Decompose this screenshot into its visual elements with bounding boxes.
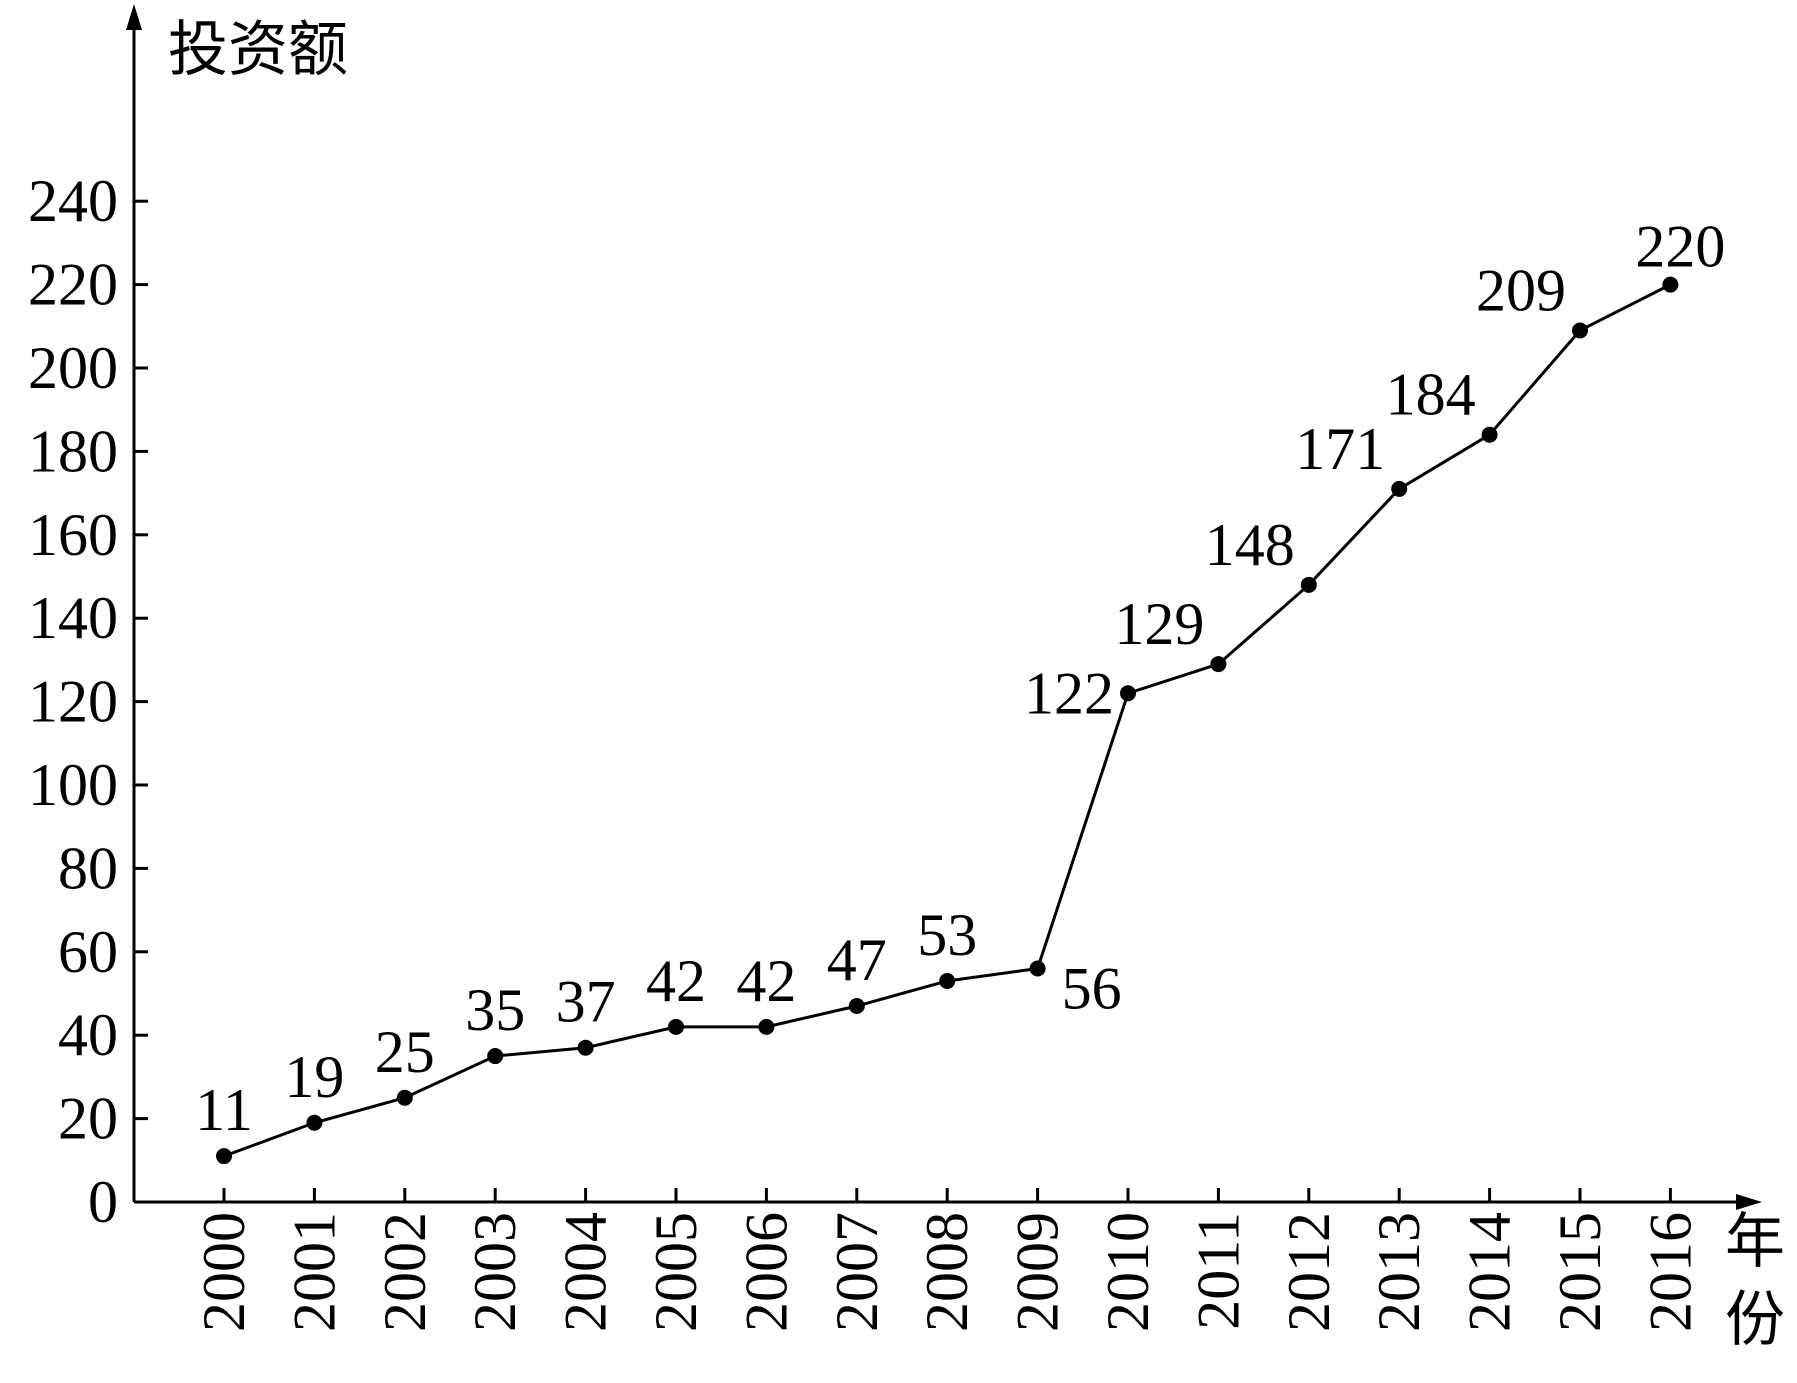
data-label: 42 (646, 948, 706, 1014)
series (216, 276, 1679, 1165)
y-tick-label: 200 (28, 335, 118, 401)
data-point (758, 1018, 775, 1035)
x-tick-label: 2000 (191, 1212, 257, 1332)
data-label: 184 (1386, 362, 1476, 428)
data-point (1572, 322, 1588, 339)
data-point (1481, 426, 1498, 443)
x-axis-arrow (1736, 1194, 1762, 1210)
data-label: 19 (284, 1044, 344, 1110)
axes (126, 4, 1762, 1210)
y-axis-title: 投资额 (168, 15, 348, 85)
x-tick-label: 2002 (372, 1212, 438, 1332)
y-tick-label: 120 (28, 669, 118, 735)
x-tick-label: 2007 (824, 1212, 890, 1332)
x-tick-label: 2008 (914, 1212, 980, 1332)
data-point (306, 1114, 323, 1131)
data-label: 122 (1024, 660, 1114, 726)
data-point (396, 1089, 413, 1106)
data-label: 11 (195, 1077, 253, 1143)
data-point (939, 972, 956, 989)
data-point (848, 998, 865, 1015)
data-point (1120, 685, 1136, 702)
y-tick-label: 60 (58, 919, 118, 985)
data-point (1300, 576, 1317, 593)
data-label: 25 (375, 1019, 435, 1085)
x-tick-label: 2011 (1185, 1212, 1251, 1330)
x-axis-title-char: 年 (1725, 1207, 1785, 1277)
x-axis-title: 年份 (1725, 1207, 1785, 1355)
data-label: 56 (1062, 955, 1122, 1021)
x-tick-label: 2001 (281, 1212, 347, 1332)
x-tick-label: 2016 (1637, 1212, 1703, 1332)
data-label: 220 (1635, 214, 1725, 280)
data-point (668, 1018, 684, 1035)
data-label: 209 (1476, 257, 1566, 323)
data-label: 42 (736, 948, 796, 1014)
x-tick-label: 2013 (1366, 1212, 1432, 1332)
y-axis-arrow (126, 4, 142, 30)
data-label: 171 (1295, 416, 1385, 482)
x-tick-label: 2004 (553, 1212, 619, 1332)
data-point (216, 1148, 232, 1165)
data-point (1210, 656, 1227, 673)
data-label: 148 (1205, 512, 1295, 578)
y-tick-label: 220 (28, 252, 118, 318)
y-tick-label: 80 (58, 835, 118, 901)
y-tick-label: 40 (58, 1002, 118, 1068)
x-tick-label: 2005 (643, 1212, 709, 1332)
y-ticks: 0 20 40 60 80 100 120 140 160 180 200 220 240 (28, 168, 148, 1235)
data-point (1391, 480, 1408, 497)
y-tick-label: 140 (28, 585, 118, 651)
x-tick-label: 2006 (733, 1212, 799, 1332)
y-tick-label: 0 (88, 1169, 118, 1235)
x-tick-label: 2012 (1276, 1212, 1342, 1332)
y-tick-label: 180 (28, 418, 118, 484)
data-label: 37 (556, 969, 616, 1035)
x-axis-title-char: 份 (1725, 1285, 1785, 1355)
data-label: 47 (827, 927, 887, 993)
y-tick-label: 160 (28, 502, 118, 568)
x-tick-label: 2014 (1457, 1212, 1523, 1332)
x-tick-label: 2010 (1095, 1212, 1161, 1332)
data-label: 53 (917, 902, 977, 968)
y-tick-label: 240 (28, 168, 118, 234)
x-ticks: 2000 2001 2002 2003 2004 2005 2006 2007 2008 2009… (191, 1188, 1703, 1332)
y-tick-label: 100 (28, 752, 118, 818)
data-label: 35 (465, 977, 525, 1043)
data-point (1662, 276, 1679, 293)
data-point (487, 1048, 504, 1065)
y-tick-label: 20 (58, 1086, 118, 1152)
data-point (577, 1039, 594, 1056)
x-tick-label: 2003 (462, 1212, 528, 1332)
x-tick-label: 2015 (1547, 1212, 1613, 1332)
data-point (1029, 960, 1046, 977)
data-label: 129 (1114, 591, 1204, 657)
x-tick-label: 2009 (1005, 1212, 1071, 1332)
